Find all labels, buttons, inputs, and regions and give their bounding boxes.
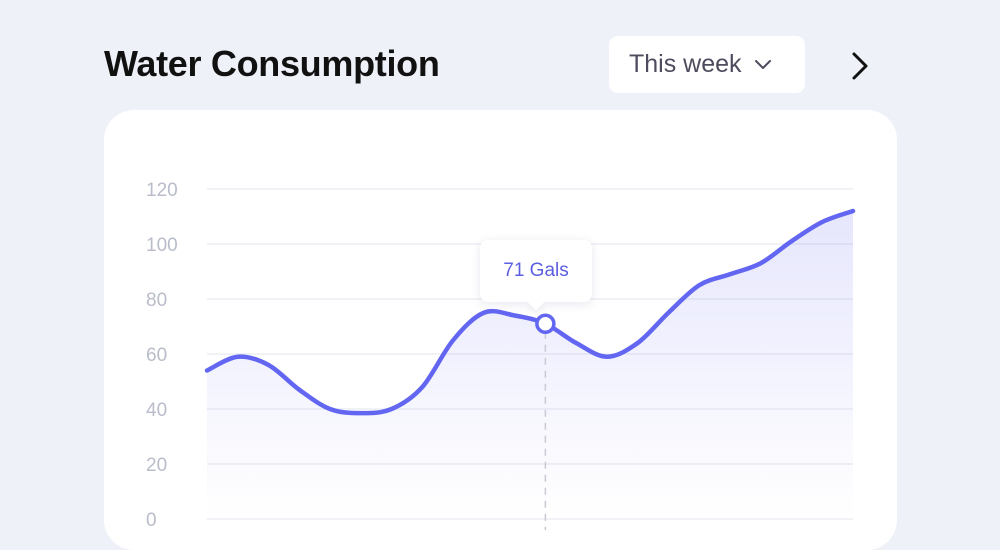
y-tick-label: 80: [146, 290, 167, 311]
value-tooltip: 71 Gals: [480, 240, 592, 302]
page-title: Water Consumption: [104, 43, 440, 84]
data-point: [635, 340, 641, 346]
tooltip-label: 71 Gals: [503, 260, 569, 281]
data-point: [819, 219, 825, 225]
data-point: [358, 410, 364, 416]
y-tick-label: 60: [146, 345, 167, 366]
data-point: [850, 208, 856, 214]
data-point: [512, 313, 518, 319]
data-point: [665, 310, 671, 316]
data-point: [696, 282, 702, 288]
period-dropdown[interactable]: This week: [609, 36, 805, 93]
data-point: [573, 340, 579, 346]
series-area: [207, 211, 853, 519]
data-point: [389, 406, 395, 412]
water-consumption-chart: 0 20 40 60 80 100 120: [146, 180, 856, 530]
data-point: [419, 384, 425, 390]
series-line: [204, 208, 856, 416]
next-button[interactable]: [840, 44, 880, 88]
y-tick-label: 0: [146, 510, 157, 530]
data-point: [327, 406, 333, 412]
data-point: [450, 337, 456, 343]
period-dropdown-label: This week: [629, 50, 742, 78]
data-point: [788, 238, 794, 244]
data-point: [758, 260, 764, 266]
data-point: [235, 354, 241, 360]
page: Water Consumption This week 0 20 40 60 80 100…: [0, 0, 1000, 530]
chevron-right-icon: [852, 52, 868, 80]
y-tick-label: 20: [146, 455, 167, 476]
data-point: [481, 310, 487, 316]
highlight-marker[interactable]: [535, 313, 556, 334]
data-point: [727, 271, 733, 277]
data-point: [266, 362, 272, 368]
chevron-down-icon: [754, 59, 771, 69]
data-point: [204, 368, 210, 374]
y-tick-label: 120: [146, 180, 178, 201]
y-tick-label: 40: [146, 400, 167, 421]
data-point: [296, 387, 302, 393]
y-tick-label: 100: [146, 235, 178, 256]
data-point: [604, 354, 610, 360]
